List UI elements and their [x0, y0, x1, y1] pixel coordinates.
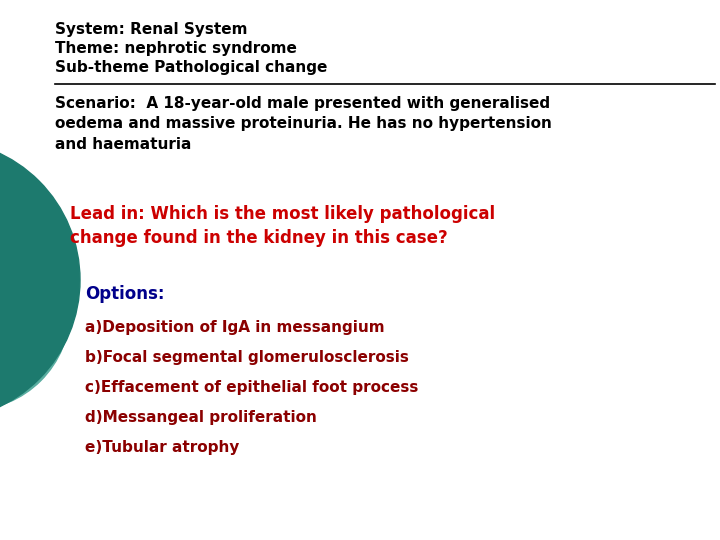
Text: System: Renal System: System: Renal System: [55, 22, 248, 37]
Text: c)Effacement of epithelial foot process: c)Effacement of epithelial foot process: [85, 380, 418, 395]
Text: Theme: nephrotic syndrome: Theme: nephrotic syndrome: [55, 41, 297, 56]
Circle shape: [0, 210, 70, 410]
Text: d)Messangeal proliferation: d)Messangeal proliferation: [85, 410, 317, 425]
Text: Lead in: Which is the most likely pathological
change found in the kidney in thi: Lead in: Which is the most likely pathol…: [70, 205, 495, 247]
Text: Sub-theme Pathological change: Sub-theme Pathological change: [55, 60, 328, 75]
Text: e)Tubular atrophy: e)Tubular atrophy: [85, 440, 239, 455]
Text: Scenario:  A 18-year-old male presented with generalised
oedema and massive prot: Scenario: A 18-year-old male presented w…: [55, 96, 552, 152]
Text: a)Deposition of IgA in messangium: a)Deposition of IgA in messangium: [85, 320, 384, 335]
Circle shape: [0, 140, 80, 420]
Text: b)Focal segmental glomerulosclerosis: b)Focal segmental glomerulosclerosis: [85, 350, 409, 365]
Text: Options:: Options:: [85, 285, 164, 303]
